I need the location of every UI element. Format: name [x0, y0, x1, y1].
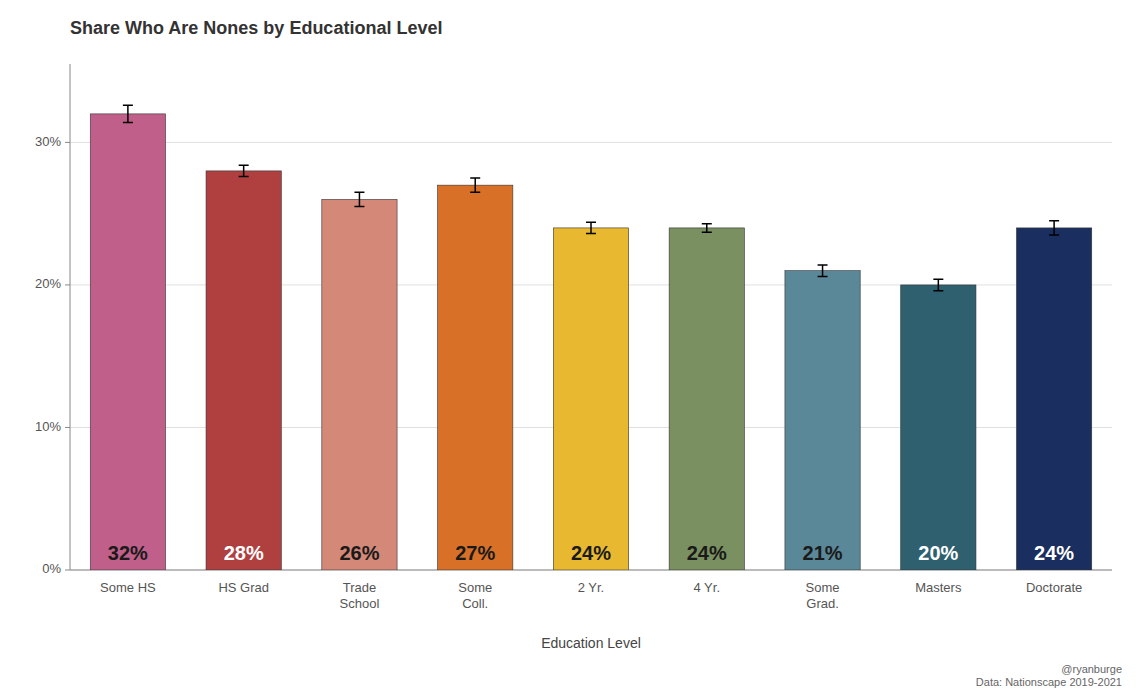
annotation: @ryanburgeData: Nationscape 2019-2021: [976, 663, 1122, 688]
x-tick-label: SomeGrad.: [806, 580, 840, 611]
data-label: 26%: [339, 542, 379, 564]
x-tick-label: 4 Yr.: [694, 580, 721, 595]
data-label: 20%: [918, 542, 958, 564]
text-line: Doctorate: [1026, 580, 1082, 595]
error-bar: [1049, 221, 1059, 235]
data-label: 24%: [687, 542, 727, 564]
error-bar: [354, 192, 364, 206]
bar: [438, 185, 513, 570]
x-tick-label: Doctorate: [1026, 580, 1082, 595]
data-label: 24%: [1034, 542, 1074, 564]
background: [0, 0, 1142, 700]
text-line: Some HS: [100, 580, 156, 595]
grid-line: [70, 142, 1112, 143]
bar: [322, 199, 397, 570]
x-tick-label: Some HS: [100, 580, 156, 595]
x-tick-label: TradeSchool: [340, 580, 380, 611]
text-line: @ryanburge: [1061, 663, 1122, 675]
text-line: 4 Yr.: [694, 580, 721, 595]
bar: [901, 285, 976, 570]
text-line: Some: [806, 580, 840, 595]
bar: [669, 228, 744, 570]
bar: [785, 271, 860, 570]
text-line: Grad.: [806, 596, 839, 611]
title: Share Who Are Nones by Educational Level: [70, 18, 442, 38]
text-line: Trade: [343, 580, 376, 595]
text-line: Some: [458, 580, 492, 595]
y-tick-label: 10%: [35, 419, 61, 434]
x-axis-label: Education Level: [541, 635, 641, 651]
bar: [553, 228, 628, 570]
data-label: 21%: [803, 542, 843, 564]
text-line: School: [340, 596, 380, 611]
error-bar: [123, 105, 133, 122]
y-tick-label: 20%: [35, 276, 61, 291]
text-line: HS Grad: [218, 580, 269, 595]
bar: [1016, 228, 1091, 570]
error-bar: [470, 178, 480, 192]
error-bar: [818, 265, 828, 276]
y-tick-label: 30%: [35, 134, 61, 149]
error-bar: [586, 222, 596, 233]
x-tick-label: Masters: [915, 580, 962, 595]
y-tick: [65, 427, 70, 428]
y-tick: [65, 284, 70, 285]
y-tick-label: 0%: [42, 561, 61, 576]
error-bar: [239, 165, 249, 176]
text-line: 2 Yr.: [578, 580, 605, 595]
y-axis: [70, 64, 71, 570]
bar: [206, 171, 281, 570]
chart: 0% 10% 20% 30% 32% 28% 26% 27% 24% 24% 21% 20% 24% So…: [0, 0, 1142, 700]
x-tick-label: 2 Yr.: [578, 580, 605, 595]
data-label: 32%: [108, 542, 148, 564]
bar: [90, 114, 165, 570]
data-label: 28%: [224, 542, 264, 564]
data-label: 24%: [571, 542, 611, 564]
bars: [90, 105, 1091, 570]
x-tick-label: HS Grad: [218, 580, 269, 595]
text-line: Data: Nationscape 2019-2021: [976, 676, 1122, 688]
error-bar: [702, 224, 712, 233]
y-tick: [65, 570, 70, 571]
error-bar: [933, 279, 943, 290]
text-line: Coll.: [462, 596, 488, 611]
data-label: 27%: [455, 542, 495, 564]
x-tick-label: SomeColl.: [458, 580, 492, 611]
text-line: Masters: [915, 580, 962, 595]
y-tick: [65, 142, 70, 143]
grid: [70, 142, 1112, 570]
